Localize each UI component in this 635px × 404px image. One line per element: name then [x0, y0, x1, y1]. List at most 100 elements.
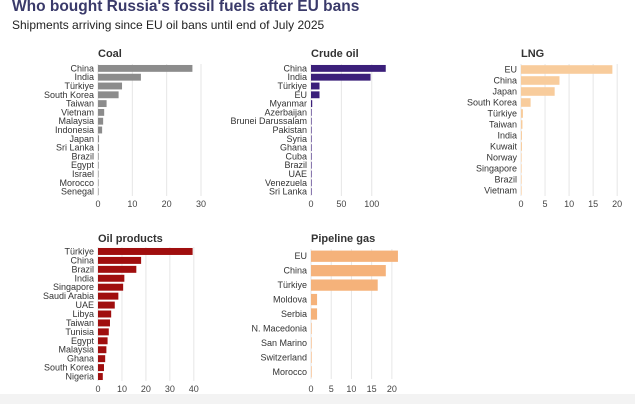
coal-bar-japan: [98, 135, 100, 143]
lng-category-label: South Korea: [467, 98, 517, 108]
lng-category-label: Kuwait: [490, 142, 518, 152]
oil-products-tick-label: 20: [141, 384, 151, 394]
crude-oil-category-label: China: [283, 63, 307, 73]
coal-category-label: Indonesia: [55, 125, 94, 135]
lng-tick-label: 20: [612, 199, 622, 209]
crude-oil-bar-brazil: [311, 161, 312, 169]
pipeline-gas-bar-switzerland: [311, 351, 312, 363]
lng-bar-taiwan: [521, 120, 523, 129]
coal-bar-china: [98, 64, 193, 72]
oil-products-category-label: India: [74, 273, 94, 283]
coal-bar-malaysia: [98, 117, 104, 125]
pipeline-gas-bar-china: [311, 265, 386, 277]
pipeline-gas-category-label: Morocco: [272, 367, 307, 377]
crude-oil-bar-china: [311, 64, 386, 72]
oil-products-tick-label: 10: [117, 384, 127, 394]
lng-bar-brazil: [521, 175, 522, 184]
lng-bar-china: [521, 76, 560, 85]
oil-products-bar-taiwan: [98, 319, 110, 327]
lng-bar-turkiye: [521, 109, 523, 118]
coal-category-label: Israel: [72, 169, 94, 179]
oil-products-bar-india: [98, 274, 125, 282]
lng-tick-label: 0: [518, 199, 523, 209]
oil-products-panel-title: Oil products: [98, 233, 163, 245]
lng-bar-vietnam: [521, 186, 522, 195]
pipeline-gas-category-label: China: [283, 266, 307, 276]
chart-title: Who bought Russia's fossil fuels after E…: [12, 0, 360, 15]
coal-category-label: South Korea: [44, 90, 94, 100]
oil-products-category-label: Türkiye: [64, 246, 94, 256]
crude-oil-bar-cuba: [311, 152, 312, 160]
coal-category-label: Türkiye: [64, 81, 94, 91]
crude-oil-category-label: India: [287, 72, 307, 82]
pipeline-gas-category-label: Moldova: [273, 295, 307, 305]
lng-bar-south-korea: [521, 98, 531, 107]
lng-panel-title: LNG: [521, 48, 544, 60]
pipeline-gas-category-label: San Marino: [261, 338, 307, 348]
lng-bar-japan: [521, 87, 555, 96]
oil-products-category-label: China: [70, 255, 94, 265]
oil-products-category-label: Taiwan: [66, 318, 94, 328]
coal-category-label: Malaysia: [58, 116, 94, 126]
coal-category-label: Morocco: [59, 178, 94, 188]
oil-products-bar-ghana: [98, 355, 106, 363]
crude-oil-bar-azerbaijan: [311, 108, 312, 116]
pipeline-gas-bar-serbia: [311, 308, 318, 320]
coal-bar-taiwan: [98, 100, 107, 108]
coal-category-label: China: [70, 63, 94, 73]
crude-oil-bar-myanmar: [311, 100, 313, 108]
lng-bar-kuwait: [521, 142, 522, 151]
crude-oil-bar-uae: [311, 170, 312, 178]
lng-category-label: China: [493, 76, 517, 86]
crude-oil-category-label: Sri Lanka: [269, 187, 307, 197]
coal-bar-india: [98, 73, 141, 81]
coal-category-label: Egypt: [71, 160, 95, 170]
oil-products-category-label: Brazil: [71, 264, 94, 274]
lng-category-label: Taiwan: [489, 120, 517, 130]
pipeline-gas-category-label: Türkiye: [277, 280, 307, 290]
pipeline-gas-tick-label: 20: [387, 384, 397, 394]
oil-products-category-label: South Korea: [44, 363, 94, 373]
oil-products-category-label: Tunisia: [65, 327, 94, 337]
oil-products-tick-label: 0: [95, 384, 100, 394]
pipeline-gas-bar-moldova: [311, 293, 318, 306]
lng-bar-norway: [521, 153, 522, 162]
pipeline-gas-bar-turkiye: [311, 279, 378, 291]
crude-oil-category-label: UAE: [288, 169, 307, 179]
coal-bar-egypt: [98, 161, 99, 169]
crude-oil-category-label: Cuba: [285, 151, 307, 161]
crude-oil-category-label: EU: [294, 90, 307, 100]
coal-category-label: Japan: [69, 134, 94, 144]
oil-products-category-label: Malaysia: [58, 345, 94, 355]
oil-products-bar-nigeria: [98, 373, 103, 381]
oil-products-bar-brazil: [98, 265, 137, 273]
crude-oil-category-label: Ghana: [280, 143, 307, 153]
oil-products-bar-saudi-arabia: [98, 292, 119, 300]
coal-tick-label: 20: [162, 199, 172, 209]
crude-oil-bar-venezuela: [311, 179, 312, 187]
lng-bar-singapore: [521, 164, 522, 173]
crude-oil-tick-label: 50: [336, 199, 346, 209]
lng-tick-label: 10: [564, 199, 574, 209]
oil-products-category-label: Ghana: [67, 354, 94, 364]
oil-products-bar-tunisia: [98, 328, 109, 336]
lng-tick-label: 5: [543, 199, 548, 209]
oil-products-bar-libya: [98, 310, 112, 318]
pipeline-gas-panel-title: Pipeline gas: [311, 233, 375, 245]
pipeline-gas-bar-eu: [311, 250, 398, 262]
coal-tick-label: 30: [196, 199, 206, 209]
coal-tick-label: 10: [127, 199, 137, 209]
crude-oil-category-label: Venezuela: [265, 178, 307, 188]
coal-tick-label: 0: [95, 199, 100, 209]
coal-bar-turkiye: [98, 82, 123, 90]
pipeline-gas-bar-san-marino: [311, 337, 312, 349]
footer-strip: [0, 394, 635, 404]
crude-oil-bar-india: [311, 73, 371, 81]
crude-oil-bar-brunei-darussalam: [311, 117, 312, 125]
pipeline-gas-category-label: Serbia: [281, 309, 307, 319]
crude-oil-category-label: Brunei Darussalam: [230, 116, 307, 126]
crude-oil-panel-title: Crude oil: [311, 48, 359, 60]
coal-bar-indonesia: [98, 126, 103, 134]
coal-bar-brazil: [98, 152, 99, 160]
crude-oil-bar-turkiye: [311, 82, 320, 90]
